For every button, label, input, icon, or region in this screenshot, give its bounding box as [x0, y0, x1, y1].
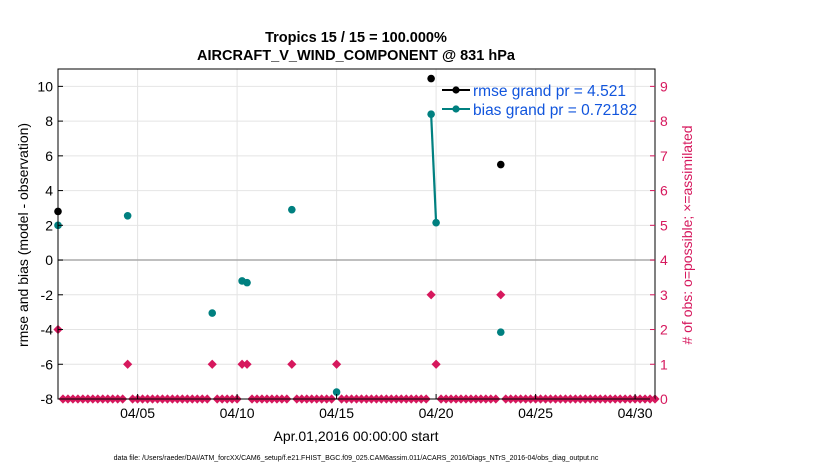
right-tick-label: 3 — [660, 287, 668, 303]
left-tick-label: 6 — [45, 148, 53, 164]
obs-marker — [426, 290, 436, 300]
rmse-point — [427, 74, 435, 83]
left-tick-label: -2 — [41, 287, 54, 303]
x-tick-label: 04/20 — [419, 405, 454, 421]
right-tick-label: 0 — [660, 391, 668, 407]
obs-marker — [237, 359, 247, 369]
obs-marker — [431, 359, 441, 369]
obs-marker — [242, 359, 252, 369]
left-tick-label: 2 — [45, 217, 53, 233]
series-markers — [54, 74, 505, 396]
bias-point — [332, 388, 341, 396]
legend: rmse grand pr = 4.521 bias grand pr = 0.… — [442, 83, 637, 119]
y-axis-label-left: rmse and bias (model - observation) — [15, 123, 31, 347]
legend-rmse-marker — [452, 86, 460, 94]
obs-marker — [287, 359, 297, 369]
bias-point — [432, 218, 440, 227]
left-tick-label: 4 — [45, 183, 53, 199]
left-tick-label: 8 — [45, 113, 53, 129]
plot-frame — [57, 68, 656, 400]
legend-bias-label: bias grand pr = 0.72182 — [473, 102, 637, 119]
right-tick-label: 2 — [660, 322, 668, 338]
left-tick-label: -8 — [41, 391, 54, 407]
obs-marker — [207, 359, 217, 369]
right-tick-label: 1 — [660, 356, 668, 372]
y-axis-label-right: # of obs: o=possible; ×=assimilated — [679, 125, 695, 344]
obs-marker — [123, 359, 133, 369]
x-tick-label: 04/25 — [518, 405, 553, 421]
right-tick-label: 4 — [660, 252, 668, 268]
footnote: data file: /Users/raeder/DAI/ATM_forcXX/… — [114, 455, 599, 462]
bias-point — [496, 328, 505, 336]
x-tick-label: 04/05 — [120, 405, 155, 421]
left-tick-label: 10 — [37, 78, 53, 94]
left-tick-label: -6 — [41, 356, 54, 372]
x-axis-label: Apr.01,2016 00:00:00 start — [273, 428, 438, 444]
left-tick-label: 0 — [45, 252, 53, 268]
bias-point — [243, 278, 251, 287]
x-tick-label: 04/15 — [319, 405, 354, 421]
chart-title-line-2: AIRCRAFT_V_WIND_COMPONENT @ 831 hPa — [197, 48, 516, 64]
legend-bias-marker — [452, 105, 460, 113]
bias-point — [427, 110, 435, 118]
left-tick-label: -4 — [41, 322, 54, 338]
rmse-point — [496, 160, 505, 169]
x-axis-ticks: 04/05 04/10 04/15 04/20 04/25 04/30 — [120, 394, 653, 421]
obs-count-markers — [53, 290, 660, 404]
obs-marker — [496, 290, 506, 300]
bias-point — [208, 309, 217, 317]
x-tick-label: 04/30 — [618, 405, 653, 421]
right-tick-label: 7 — [660, 148, 668, 164]
chart-title-line-1: Tropics 15 / 15 = 100.000% — [265, 30, 447, 46]
right-axis-ticks: 0 1 2 3 4 5 6 7 8 9 — [650, 78, 668, 407]
x-tick-label: 04/10 — [220, 405, 255, 421]
right-tick-label: 9 — [660, 78, 668, 94]
right-tick-label: 5 — [660, 217, 668, 233]
right-tick-label: 6 — [660, 183, 668, 199]
bias-point — [123, 211, 132, 220]
legend-rmse-label: rmse grand pr = 4.521 — [473, 83, 626, 100]
right-tick-label: 8 — [660, 113, 668, 129]
bias-line-segment — [430, 114, 438, 223]
bias-point — [288, 205, 296, 214]
left-axis-ticks: -8 -6 -4 -2 0 2 4 6 8 10 — [37, 78, 63, 407]
obs-marker — [332, 359, 342, 369]
